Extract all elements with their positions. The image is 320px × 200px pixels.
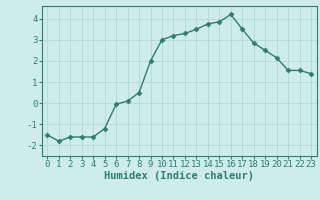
X-axis label: Humidex (Indice chaleur): Humidex (Indice chaleur) [104, 171, 254, 181]
